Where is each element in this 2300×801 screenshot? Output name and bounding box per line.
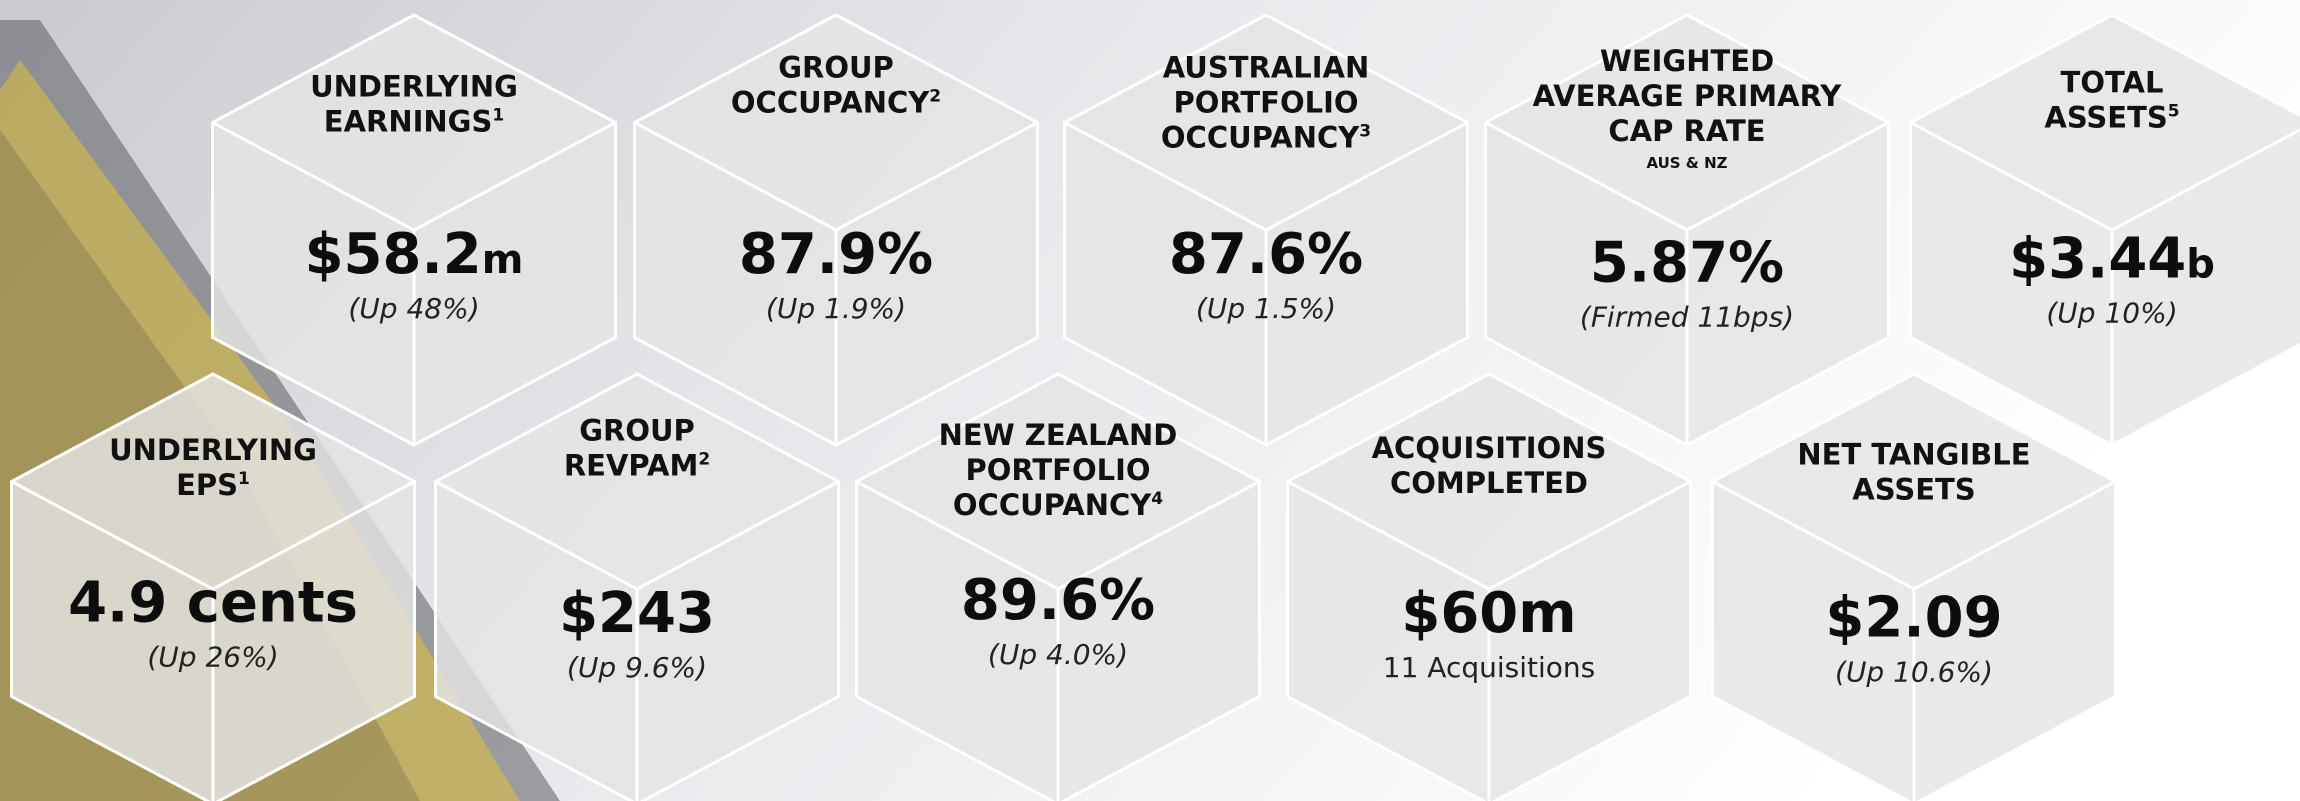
title-line: AVERAGE PRIMARY: [1533, 79, 1843, 113]
tile-title: REVPAM2: [564, 449, 710, 483]
title-line: UNDERLYING: [310, 70, 518, 104]
tile-title: UNDERLYING: [109, 433, 317, 467]
footnote-ref: 3: [1359, 121, 1371, 141]
tile-note: (Firmed 11bps): [1580, 301, 1794, 334]
title-line: EPS: [176, 468, 238, 502]
tile-value: 87.6%: [1169, 222, 1363, 287]
title-line: ACQUISITIONS: [1372, 431, 1607, 465]
footnote-ref: 1: [238, 469, 250, 489]
title-line: COMPLETED: [1390, 466, 1588, 500]
value-number: $58.2: [305, 222, 482, 287]
tile-value: $60m: [1401, 581, 1576, 646]
tile-value: 89.6%: [961, 568, 1155, 633]
tile-title: OCCUPANCY3: [1161, 120, 1371, 154]
tile-title: WEIGHTED: [1600, 44, 1774, 78]
value-number: $3.44: [2009, 226, 2186, 291]
value-unit: b: [2186, 241, 2215, 287]
value-number: $60m: [1401, 581, 1576, 646]
tile-title: PORTFOLIO: [965, 453, 1150, 487]
tile-title: OCCUPANCY4: [953, 488, 1163, 522]
tile-title: ACQUISITIONS: [1372, 431, 1607, 465]
title-line: ASSETS: [1852, 472, 1975, 506]
tile-title: ASSETS5: [2044, 100, 2179, 134]
footnote-ref: 2: [698, 450, 710, 470]
tile-note: (Up 1.5%): [1196, 292, 1336, 325]
tile-note: (Up 9.6%): [567, 651, 707, 684]
value-number: 87.6%: [1169, 222, 1363, 287]
title-line: EARNINGS: [324, 105, 493, 139]
tile-title: NET TANGIBLE: [1797, 437, 2030, 471]
tile-title: TOTAL: [2061, 65, 2164, 99]
tile-value: $3.44b: [2009, 226, 2215, 291]
title-line: OCCUPANCY: [1161, 120, 1360, 154]
tile-title: CAP RATE: [1608, 114, 1765, 148]
title-line: NET TANGIBLE: [1797, 437, 2030, 471]
footnote-ref: 1: [492, 106, 504, 126]
tile-value: $58.2m: [305, 222, 524, 287]
title-line: ASSETS: [2044, 100, 2167, 134]
tile-note: (Up 1.9%): [766, 292, 906, 325]
value-number: 89.6%: [961, 568, 1155, 633]
tile-title: COMPLETED: [1390, 466, 1588, 500]
title-line: GROUP: [778, 50, 894, 84]
title-line: WEIGHTED: [1600, 44, 1774, 78]
title-line: REVPAM: [564, 449, 698, 483]
tile-value: 5.87%: [1590, 231, 1784, 296]
tile-title: NEW ZEALAND: [939, 418, 1178, 452]
title-line: UNDERLYING: [109, 433, 317, 467]
tile-note: (Up 4.0%): [988, 638, 1128, 671]
tile-title: GROUP: [778, 50, 894, 84]
tile-title: UNDERLYING: [310, 70, 518, 104]
tile-note: (Up 10.6%): [1835, 655, 1993, 688]
tile-title: EARNINGS1: [324, 105, 504, 139]
value-number: 5.87%: [1590, 231, 1784, 296]
title-line: NEW ZEALAND: [939, 418, 1178, 452]
tile-title: GROUP: [579, 414, 695, 448]
value-number: 87.9%: [739, 222, 933, 287]
tile-title: AUSTRALIAN: [1163, 50, 1370, 84]
value-number: 4.9 cents: [68, 570, 358, 635]
tile-title: PORTFOLIO: [1173, 85, 1358, 119]
footnote-ref: 4: [1151, 489, 1163, 509]
tile-note: (Up 26%): [147, 640, 278, 673]
footnote-ref: 5: [2168, 101, 2180, 121]
title-line: PORTFOLIO: [965, 453, 1150, 487]
title-line: OCCUPANCY: [731, 85, 930, 119]
title-line: GROUP: [579, 414, 695, 448]
value-unit: m: [482, 237, 524, 283]
title-line: TOTAL: [2061, 65, 2164, 99]
tile-subtitle: AUS & NZ: [1646, 154, 1727, 172]
tile-value: $243: [559, 581, 715, 646]
footnote-ref: 2: [929, 86, 941, 106]
tile-note: (Up 48%): [348, 292, 479, 325]
value-number: $2.09: [1825, 585, 2002, 650]
value-number: $243: [559, 581, 715, 646]
tile-title: OCCUPANCY2: [731, 85, 941, 119]
tile-title: AVERAGE PRIMARY: [1533, 79, 1843, 113]
tile-title: ASSETS: [1852, 472, 1975, 506]
tile-note: (Up 10%): [2046, 296, 2177, 329]
title-line: CAP RATE: [1608, 114, 1765, 148]
title-line: PORTFOLIO: [1173, 85, 1358, 119]
tile-note: 11 Acquisitions: [1383, 651, 1595, 684]
title-line: AUSTRALIAN: [1163, 50, 1370, 84]
tile-value: $2.09: [1825, 585, 2002, 650]
tile-value: 4.9 cents: [68, 570, 358, 635]
title-line: OCCUPANCY: [953, 488, 1152, 522]
tile-title: EPS1: [176, 468, 250, 502]
tile-value: 87.9%: [739, 222, 933, 287]
